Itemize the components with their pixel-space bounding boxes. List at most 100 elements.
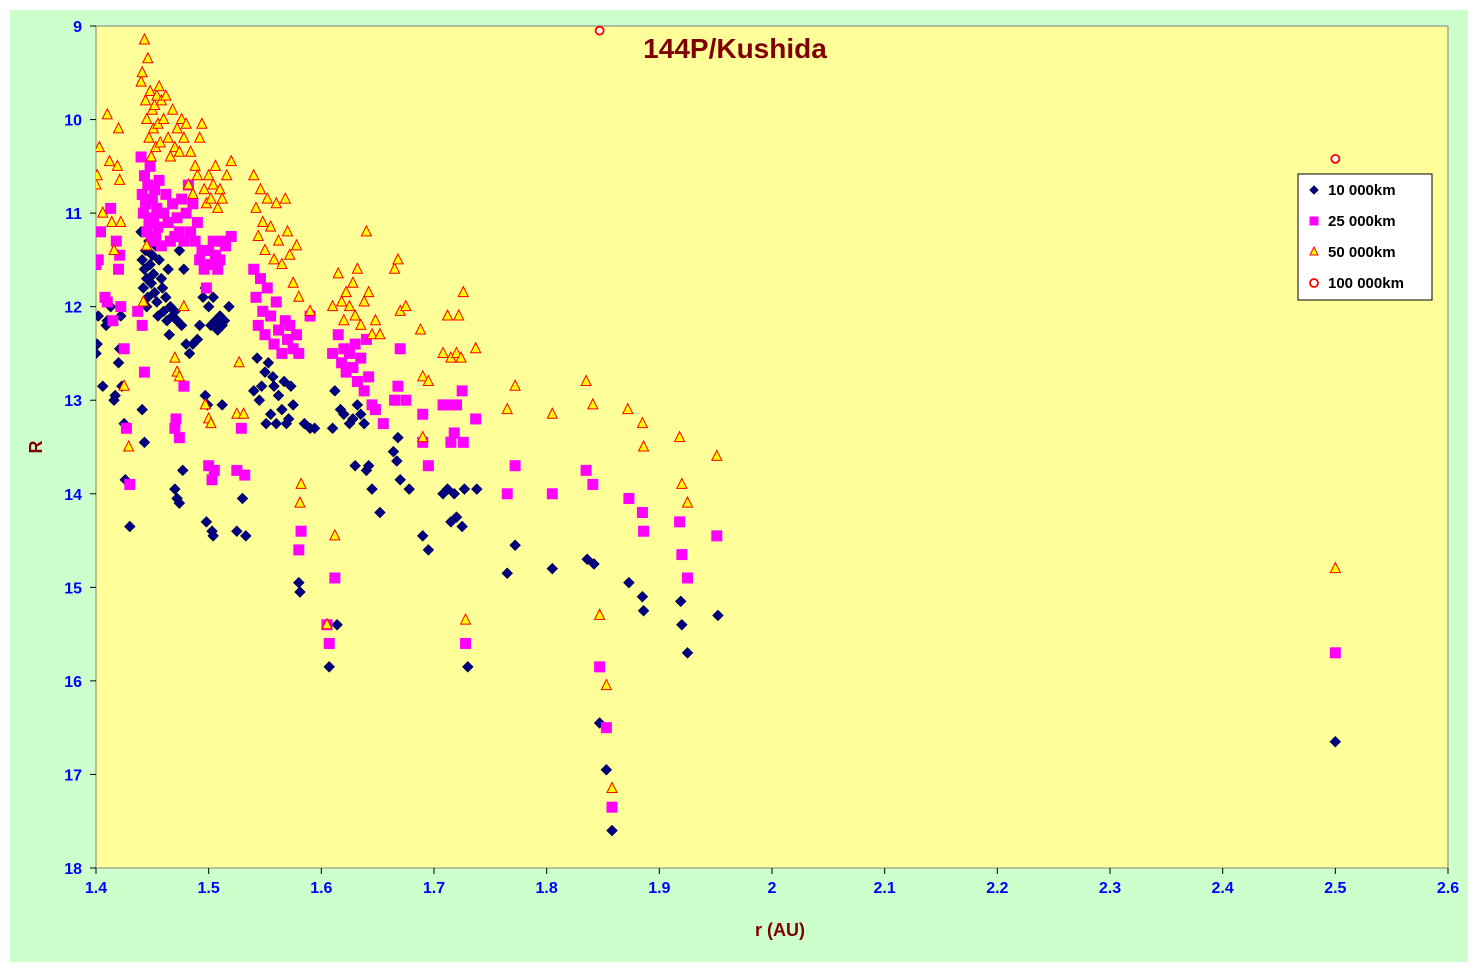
- data-point: [623, 492, 635, 504]
- data-point: [270, 196, 283, 209]
- data-point: [347, 413, 359, 425]
- data-point: [203, 245, 215, 257]
- data-point: [96, 168, 103, 181]
- data-point: [123, 520, 136, 533]
- data-point: [136, 319, 148, 331]
- data-point: [112, 121, 125, 134]
- data-point: [237, 407, 250, 419]
- data-point: [581, 553, 594, 566]
- x-tick-label: 1.6: [310, 880, 332, 897]
- data-point: [214, 254, 226, 266]
- data-point: [414, 322, 427, 335]
- legend: 10 000km 25 000km 50 000km 100 000km: [1297, 173, 1433, 301]
- series-2: [96, 32, 1342, 793]
- data-point: [338, 313, 350, 326]
- data-point: [265, 310, 277, 322]
- data-point: [145, 149, 158, 162]
- data-point: [150, 231, 162, 242]
- data-point: [105, 202, 117, 214]
- data-point: [1329, 561, 1342, 574]
- data-point: [198, 182, 210, 195]
- data-point: [621, 402, 634, 415]
- data-point: [239, 530, 252, 542]
- data-point: [638, 525, 650, 537]
- y-tick-label: 10: [64, 113, 82, 130]
- data-point: [218, 314, 231, 327]
- data-point: [416, 369, 429, 382]
- data-point: [287, 276, 299, 288]
- data-point: [189, 159, 201, 171]
- data-point: [184, 145, 197, 157]
- data-point: [328, 385, 341, 397]
- data-point: [501, 567, 514, 580]
- data-point: [362, 285, 375, 298]
- data-point: [180, 207, 192, 219]
- data-point: [390, 455, 403, 467]
- data-point: [711, 530, 723, 542]
- data-point: [422, 374, 435, 387]
- data-point: [272, 389, 285, 402]
- data-point: [144, 160, 156, 172]
- data-point: [239, 469, 251, 481]
- data-point: [155, 240, 167, 252]
- data-point: [137, 207, 149, 219]
- data-point: [459, 612, 472, 625]
- data-point: [388, 262, 401, 274]
- data-point: [281, 224, 294, 237]
- data-point: [231, 464, 243, 476]
- data-point: [113, 173, 126, 185]
- data-point: [636, 506, 648, 518]
- data-point: [132, 305, 144, 317]
- data-point: [509, 460, 521, 472]
- data-point: [674, 595, 687, 608]
- data-point: [207, 291, 220, 304]
- data-point: [377, 418, 389, 430]
- data-point: [260, 417, 272, 430]
- data-point: [199, 397, 212, 410]
- data-point: [230, 525, 243, 538]
- y-tick-label: 13: [64, 393, 82, 410]
- data-point: [422, 544, 435, 556]
- data-point: [441, 483, 454, 495]
- data-point: [416, 530, 429, 542]
- data-point: [674, 516, 686, 528]
- data-point: [178, 299, 190, 312]
- data-point: [171, 212, 183, 224]
- data-point: [441, 308, 454, 321]
- data-point: [250, 201, 262, 213]
- data-point: [264, 408, 277, 421]
- data-point: [173, 369, 186, 382]
- data-point: [171, 121, 183, 134]
- data-point: [166, 103, 179, 115]
- y-tick-label: 17: [64, 767, 82, 784]
- data-point: [270, 296, 282, 308]
- data-point: [278, 375, 291, 388]
- data-point: [143, 131, 155, 143]
- data-point: [135, 151, 147, 163]
- data-point: [169, 305, 181, 318]
- data-point: [176, 193, 188, 205]
- data-point: [469, 341, 482, 354]
- data-point: [135, 75, 147, 87]
- data-point: [392, 252, 404, 265]
- data-point: [255, 380, 268, 393]
- data-point: [207, 177, 219, 190]
- data-point: [456, 520, 469, 533]
- data-point: [681, 646, 694, 659]
- data-point: [1329, 647, 1341, 659]
- data-point: [114, 215, 127, 227]
- data-point: [261, 191, 274, 204]
- data-point: [256, 215, 269, 227]
- data-point: [329, 528, 341, 541]
- x-tick-label: 2.1: [874, 880, 896, 897]
- data-point: [358, 385, 370, 397]
- data-point: [336, 357, 348, 369]
- data-point: [264, 220, 277, 232]
- data-point: [349, 459, 361, 472]
- data-point: [279, 191, 292, 204]
- data-point: [191, 216, 203, 228]
- y-tick-label: 9: [73, 19, 82, 36]
- data-point: [151, 89, 163, 101]
- data-point: [139, 93, 152, 106]
- data-point: [208, 464, 220, 476]
